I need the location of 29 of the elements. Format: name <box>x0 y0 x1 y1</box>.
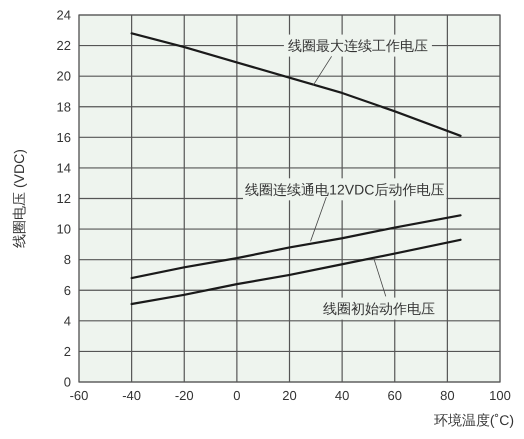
x-tick-label: -20 <box>174 388 194 403</box>
y-tick-label: 2 <box>64 344 71 359</box>
series-label: 线圈连续通电12VDC后动作电压 <box>245 181 444 198</box>
x-tick-label: 20 <box>282 388 297 403</box>
y-tick-label: 14 <box>56 160 71 176</box>
x-tick-label: -60 <box>70 388 88 403</box>
series-label: 线圈最大连续工作电压 <box>288 38 428 54</box>
y-axis-title: 线圈电压 (VDC) <box>11 149 27 248</box>
y-tick-label: 16 <box>56 130 71 145</box>
y-tick-label: 18 <box>56 99 71 114</box>
y-tick-label: 8 <box>64 252 71 268</box>
y-tick-label: 12 <box>56 191 71 206</box>
line-series <box>130 32 462 137</box>
line-series <box>130 214 462 280</box>
x-axis-title: 环境温度(˚C) <box>434 412 514 428</box>
y-tick-label: 22 <box>56 38 71 54</box>
y-tick-label: 6 <box>64 282 71 298</box>
y-tick-label: 0 <box>64 374 71 390</box>
y-tick-label: 20 <box>56 68 71 84</box>
x-tick-label: 0 <box>233 388 240 403</box>
y-tick-label: 10 <box>56 222 71 237</box>
x-tick-label: 60 <box>388 388 402 403</box>
x-tick-label: 100 <box>489 388 511 403</box>
y-tick-label: 4 <box>64 313 71 328</box>
y-tick-label: 24 <box>56 8 71 22</box>
x-tick-label: 40 <box>334 388 350 403</box>
x-tick-label: -40 <box>122 388 142 403</box>
text: 线圈初始动作电压 <box>322 300 435 317</box>
x-tick-label: 80 <box>440 388 455 403</box>
